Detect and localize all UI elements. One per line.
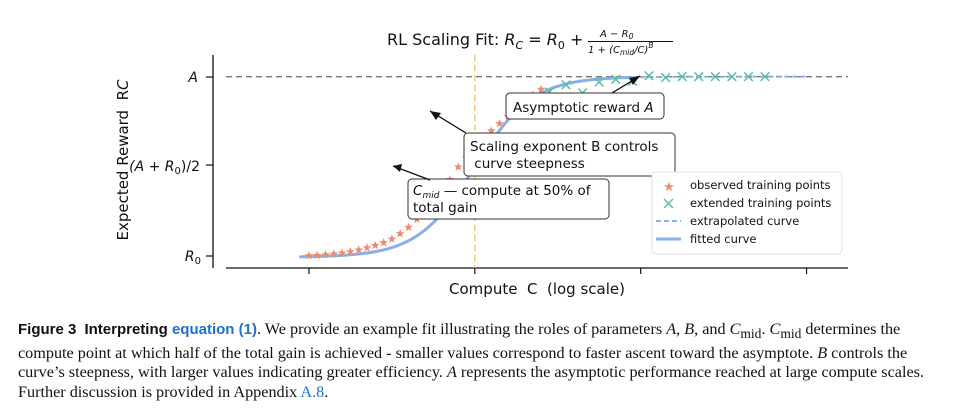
observed-point bbox=[487, 126, 496, 135]
svg-text:(A + R0)/2: (A + R0)/2 bbox=[129, 159, 200, 177]
observed-point bbox=[312, 250, 322, 260]
observed-point bbox=[453, 162, 463, 171]
y-tick-r0: R0 bbox=[185, 249, 213, 267]
figure-label: Figure 3 bbox=[18, 321, 77, 338]
observed-point bbox=[329, 249, 339, 258]
svg-text:Asymptotic reward A: Asymptotic reward A bbox=[513, 100, 654, 116]
svg-text:curve steepness: curve steepness bbox=[470, 156, 585, 172]
svg-text:observed training points: observed training points bbox=[690, 178, 831, 192]
svg-text:RL Scaling Fit: RC = R0 +: RL Scaling Fit: RC = R0 + bbox=[387, 30, 583, 52]
observed-point bbox=[362, 243, 372, 252]
svg-text:A − R0: A − R0 bbox=[599, 29, 634, 41]
svg-text:Scaling exponent B controls: Scaling exponent B controls bbox=[470, 139, 658, 155]
observed-point bbox=[337, 248, 347, 257]
svg-text:1 + (Cmid/C)B: 1 + (Cmid/C)B bbox=[588, 41, 654, 57]
extended-point bbox=[594, 77, 605, 87]
observed-point bbox=[346, 247, 355, 256]
annotation-c-mid: Cmid — compute at 50% of total gain bbox=[392, 164, 610, 220]
title-fraction: A − R0 1 + (Cmid/C)B bbox=[588, 29, 673, 57]
y-tick-a: A bbox=[187, 70, 213, 86]
caption-lead: Interpreting bbox=[84, 321, 172, 338]
y-axis-label: Expected Reward RC bbox=[114, 79, 132, 241]
svg-text:fitted curve: fitted curve bbox=[690, 232, 757, 246]
observed-point bbox=[321, 250, 330, 259]
svg-text:★: ★ bbox=[663, 180, 675, 195]
appendix-link[interactable]: A.8 bbox=[300, 383, 325, 402]
svg-text:extrapolated curve: extrapolated curve bbox=[690, 214, 799, 228]
extended-point bbox=[677, 71, 687, 82]
extended-point bbox=[610, 74, 621, 85]
observed-point bbox=[370, 240, 380, 250]
svg-text:total gain: total gain bbox=[413, 200, 477, 216]
observed-point bbox=[379, 238, 388, 247]
observed-point bbox=[354, 245, 364, 254]
extended-point bbox=[727, 71, 737, 82]
legend-item-extended: extended training points bbox=[663, 196, 831, 210]
observed-point bbox=[404, 222, 413, 232]
y-tick-midpoint: (A + R0)/2 bbox=[129, 159, 213, 177]
chart-title: RL Scaling Fit: RC = R0 + A − R0 1 + (Cm… bbox=[387, 29, 673, 57]
extended-point bbox=[660, 72, 671, 83]
legend: ★ observed training points extended trai… bbox=[651, 171, 843, 255]
observed-point bbox=[495, 118, 505, 128]
chart: RL Scaling Fit: RC = R0 + A − R0 1 + (Cm… bbox=[114, 29, 848, 298]
extended-point bbox=[693, 71, 704, 82]
annotation-scaling-exponent: Scaling exponent B controls curve steepn… bbox=[429, 110, 676, 177]
extended-point bbox=[644, 70, 654, 81]
equation-link[interactable]: equation (1) bbox=[171, 321, 257, 338]
extended-point bbox=[760, 71, 770, 82]
svg-text:extended training points: extended training points bbox=[690, 196, 831, 210]
chart-title-prefix: RL Scaling Fit: bbox=[387, 30, 504, 49]
legend-item-extrapolated: extrapolated curve bbox=[656, 214, 799, 228]
annotation-asymptotic-reward: Asymptotic reward A bbox=[505, 75, 665, 120]
x-ticks bbox=[308, 268, 808, 274]
extended-point bbox=[561, 79, 571, 90]
svg-text:R0: R0 bbox=[185, 249, 201, 267]
legend-item-observed: ★ observed training points bbox=[663, 178, 830, 195]
x-axis-label: Compute C (log scale) bbox=[449, 280, 625, 298]
svg-text:Cmid — compute at 50% of: Cmid — compute at 50% of bbox=[413, 183, 592, 201]
observed-point bbox=[387, 234, 397, 243]
extended-point bbox=[743, 71, 754, 82]
observed-point bbox=[395, 229, 405, 238]
extrapolated-curve bbox=[632, 75, 807, 79]
observed-point bbox=[304, 251, 314, 260]
svg-text:A: A bbox=[187, 70, 198, 86]
extended-point bbox=[710, 71, 721, 82]
figure-caption: Figure 3 Interpreting equation (1). We p… bbox=[18, 320, 924, 402]
observed-point bbox=[536, 84, 546, 94]
legend-item-fitted: fitted curve bbox=[656, 232, 757, 246]
